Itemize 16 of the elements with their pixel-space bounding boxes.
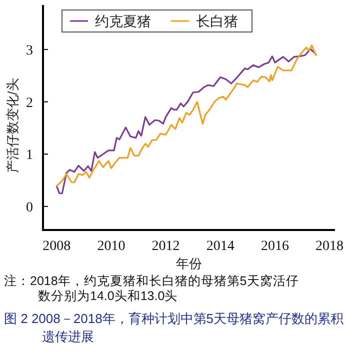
legend-label: 长白猪: [196, 13, 238, 29]
x-tick-label: 2012: [152, 239, 180, 254]
annotation: 注：2018年，约克夏猪和长白猪的母猪第5天窝活仔数分别为14.0头和13.0头: [4, 274, 300, 304]
x-tick-label: 2018: [316, 239, 344, 254]
annotation: 图 2 2008－2018年，育种计划中第5天母猪窝产仔数的累积遗传进展: [4, 310, 345, 346]
y-tick-label: 3: [26, 43, 33, 58]
x-tick-label: 2010: [97, 239, 126, 254]
x-axis-title: 年份: [176, 256, 202, 271]
y-tick-label: 2: [26, 96, 33, 111]
x-tick-label: 2014: [206, 239, 234, 254]
x-tick-label: 2008: [42, 239, 71, 254]
y-tick-label: 0: [26, 200, 33, 216]
legend-label: 约克夏猪: [95, 13, 151, 29]
y-tick-label: 1: [26, 148, 33, 164]
x-tick-label: 2016: [260, 239, 289, 254]
y-axis-title: 产活仔数变化/头: [5, 78, 20, 173]
